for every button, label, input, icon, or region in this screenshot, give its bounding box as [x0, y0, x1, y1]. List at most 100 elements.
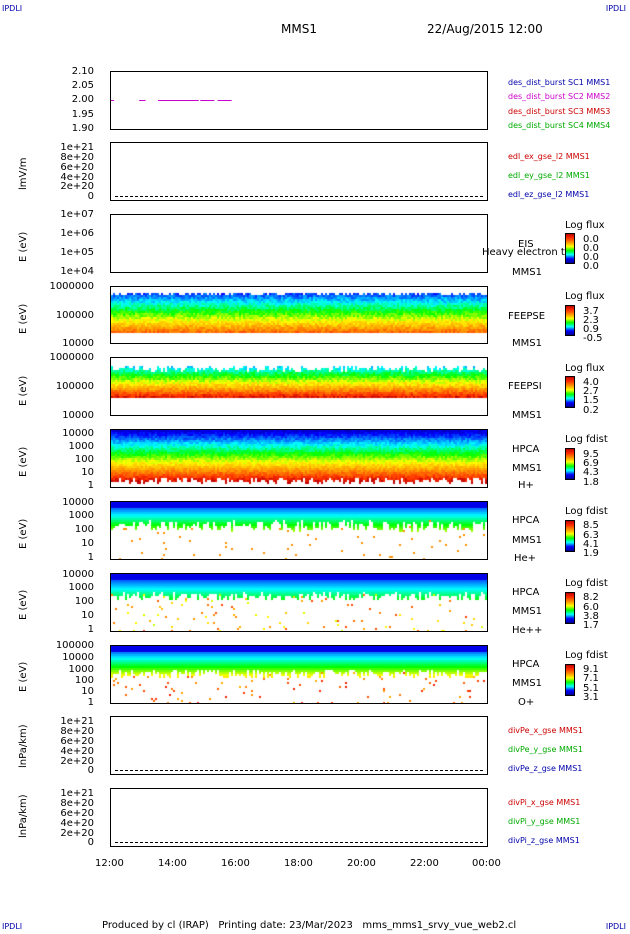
- species-label: O+: [518, 697, 535, 708]
- colorbar-value: 4.1: [583, 539, 599, 550]
- tick-label: 0: [87, 765, 94, 776]
- spectrogram-hpca-h: [111, 430, 487, 487]
- instrument-label: FEEPSE: [508, 311, 546, 322]
- colorbar-value: 0.0: [583, 261, 599, 272]
- tick-label: 1000000: [49, 352, 94, 363]
- instrument-label: FEEPSI: [508, 381, 542, 392]
- colorbar-value: 0.0: [583, 252, 599, 263]
- spacecraft-label: MMS1: [512, 463, 542, 474]
- panel-hpca-he2: [110, 573, 488, 632]
- panel-burst-flags: [110, 71, 488, 130]
- x-tick-label: 18:00: [284, 858, 313, 869]
- panel-efield: [110, 142, 488, 201]
- tick-label: 100: [74, 675, 94, 686]
- panel-feepse: [110, 286, 488, 344]
- tick-label: 6e+20: [60, 736, 94, 747]
- burst-plot: [111, 100, 232, 101]
- legend-divpe-z: divPe_z_gse MMS1: [508, 764, 583, 773]
- legend-divpi-y: divPi_y_gse MMS1: [508, 817, 581, 826]
- spectrogram-hpca-he2: [111, 574, 487, 631]
- colorbar-title: Log flux: [565, 220, 605, 231]
- tick-label: 100: [74, 454, 94, 465]
- panel-hpca-h: [110, 429, 488, 488]
- colorbar-value: 1.7: [583, 620, 599, 631]
- tick-label: 1e+07: [60, 209, 94, 220]
- colorbar-value: 1.8: [583, 477, 599, 488]
- tick-label: 1e+05: [60, 247, 94, 258]
- tick-label: 10: [81, 610, 94, 621]
- tick-label: 2.10: [71, 66, 94, 77]
- tick-label: 100000: [55, 381, 94, 392]
- tick-label: 10000: [62, 497, 94, 508]
- colorbar-value: 0.9: [583, 324, 599, 335]
- colorbar-title: Log flux: [565, 291, 605, 302]
- colorbar-value: 6.3: [583, 530, 599, 541]
- zero-line: [115, 196, 483, 197]
- zero-line: [115, 842, 483, 843]
- legend-sc1: des_dist_burst SC1 MMS1: [508, 78, 611, 87]
- colorbar-value: 3.1: [583, 692, 599, 703]
- spacecraft-title: MMS1: [281, 22, 317, 36]
- colorbar-value: 6.0: [583, 602, 599, 613]
- colorbar: [565, 233, 575, 264]
- colorbar-value: 8.2: [583, 592, 599, 603]
- spacecraft-label: MMS1: [512, 606, 542, 617]
- tick-label: 8e+20: [60, 726, 94, 737]
- colorbar-value: 0.2: [583, 405, 599, 416]
- colorbar-value: 2.3: [583, 315, 599, 326]
- panel-divpi: [110, 788, 488, 847]
- tick-label: 1e+21: [60, 142, 94, 153]
- tick-label: 1e+04: [60, 266, 94, 277]
- species-label: He+: [514, 553, 537, 564]
- colorbar-title: Log fdist: [565, 650, 608, 661]
- tick-label: 10: [81, 467, 94, 478]
- colorbar-value: 0.0: [583, 243, 599, 254]
- colorbar-title: Log fdist: [565, 578, 608, 589]
- instrument-label: HPCA: [512, 444, 540, 455]
- legend-sc4: des_dist_burst SC4 MMS4: [508, 121, 611, 130]
- tick-label: 1: [87, 697, 94, 708]
- tick-label: 4e+20: [60, 746, 94, 757]
- colorbar: [565, 448, 575, 480]
- spacecraft-label: MMS1: [512, 410, 542, 421]
- zero-line: [115, 770, 483, 771]
- colorbar-value: 1.9: [583, 548, 599, 559]
- instrument-label: EIS: [518, 239, 534, 250]
- x-tick-label: 22:00: [410, 858, 439, 869]
- spectrogram-hpca-he1: [111, 502, 487, 559]
- instrument-label: HPCA: [512, 659, 540, 670]
- colorbar-value: -0.5: [583, 333, 603, 344]
- colorbar: [565, 376, 575, 408]
- colorbar-title: Log fdist: [565, 434, 608, 445]
- tick-label: 2.05: [71, 80, 94, 91]
- tick-label: 0: [87, 191, 94, 202]
- colorbar-title: Log fdist: [565, 506, 608, 517]
- tick-label: 100000: [55, 640, 94, 651]
- spacecraft-label: MMS1: [512, 535, 542, 546]
- colorbar-value: 2.7: [583, 386, 599, 397]
- spacecraft-label: MMS1: [512, 338, 542, 349]
- tick-label: 1e+21: [60, 788, 94, 799]
- tick-label: 1000: [68, 510, 94, 521]
- datetime-title: 22/Aug/2015 12:00: [427, 22, 543, 36]
- colorbar-value: 1.5: [583, 395, 599, 406]
- tick-label: 10: [81, 538, 94, 549]
- tick-label: 1e+21: [60, 716, 94, 727]
- tick-label: 1000: [68, 582, 94, 593]
- colorbar-value: 9.5: [583, 449, 599, 460]
- tick-label: 1000: [68, 441, 94, 452]
- spectrogram-feepsi: [111, 358, 487, 415]
- tick-label: 4e+20: [60, 818, 94, 829]
- tick-label: 100000: [55, 310, 94, 321]
- colorbar-value: 7.1: [583, 673, 599, 684]
- colorbar: [565, 664, 575, 696]
- tick-label: 100: [74, 596, 94, 607]
- legend-divpe-x: divPe_x_gse MMS1: [508, 726, 583, 735]
- corner-label-bottom-left: IPDLI: [2, 922, 23, 931]
- tick-label: 8e+20: [60, 798, 94, 809]
- tick-label: 2.00: [71, 94, 94, 105]
- tick-label: 10: [81, 686, 94, 697]
- tick-label: 1: [87, 480, 94, 491]
- instrument-sublabel: Heavy electron to: [482, 247, 571, 258]
- species-label: H+: [518, 480, 534, 491]
